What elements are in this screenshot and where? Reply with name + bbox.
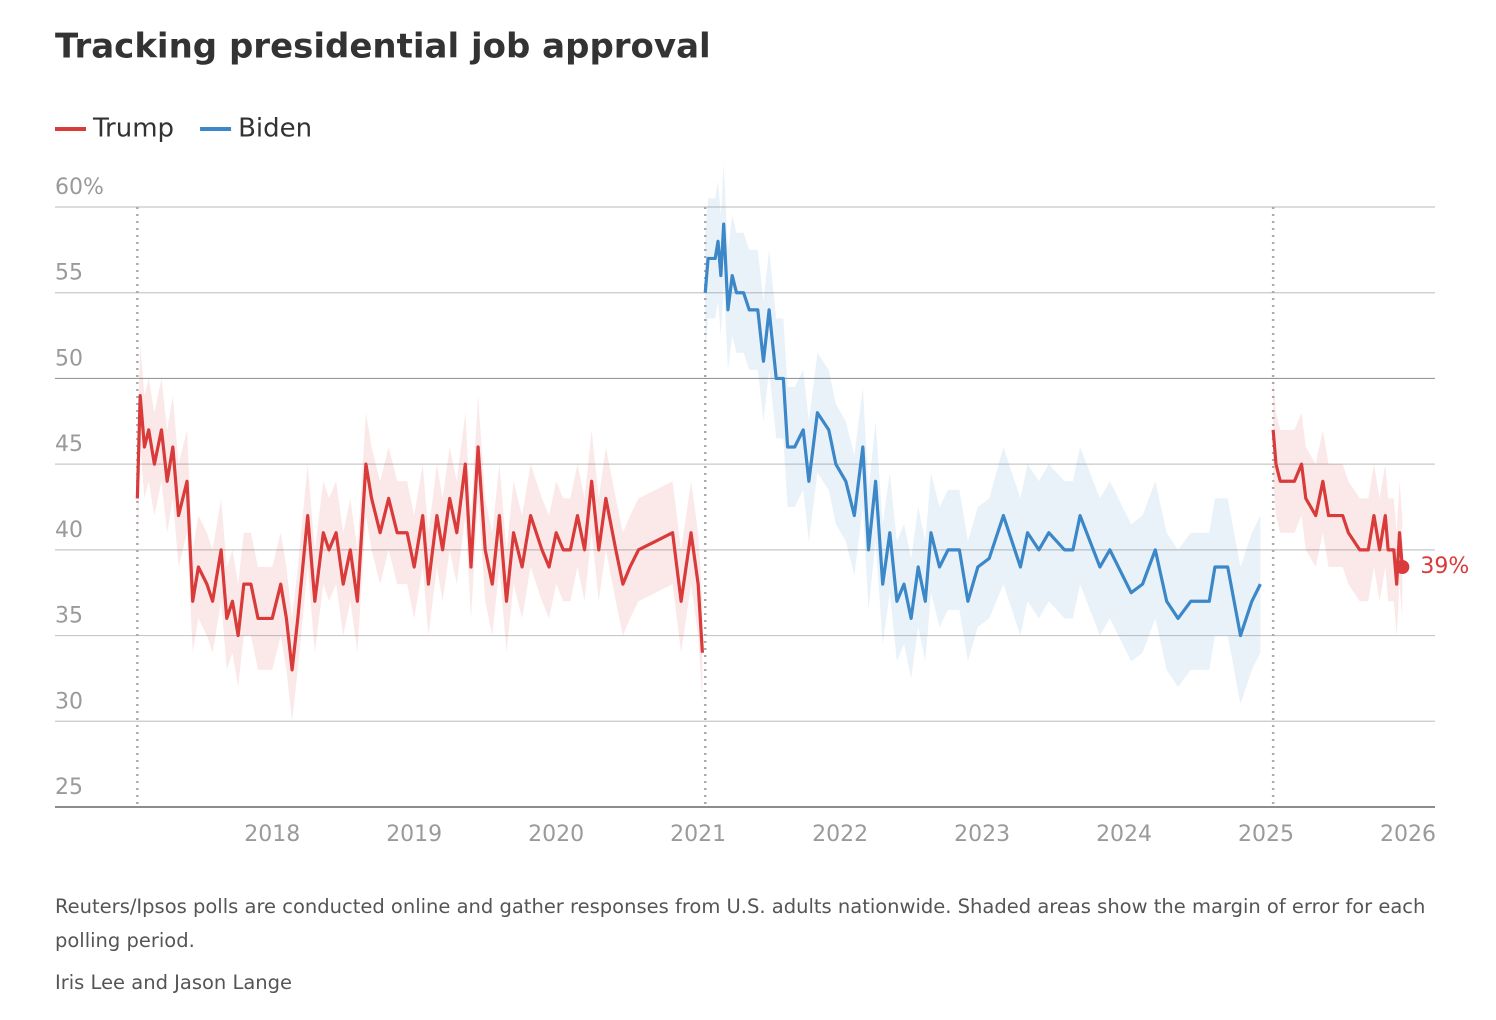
y-tick-label: 30 <box>55 689 83 714</box>
x-tick-label: 2022 <box>812 822 868 847</box>
chart: Tracking presidential job approval Trump… <box>55 27 1469 847</box>
x-tick-label: 2019 <box>386 822 442 847</box>
footnote: Reuters/Ipsos polls are conducted online… <box>55 895 1426 952</box>
margin-band <box>705 164 1261 705</box>
x-tick-label: 2025 <box>1238 822 1294 847</box>
x-tick-label: 2020 <box>528 822 584 847</box>
end-label: 39% <box>1420 554 1469 579</box>
y-tick-label: 55 <box>55 261 83 286</box>
legend-label: Trump <box>92 114 174 144</box>
x-tick-label: 2026 <box>1380 822 1436 847</box>
chart-title: Tracking presidential job approval <box>55 27 711 67</box>
y-tick-label: 60% <box>55 175 104 200</box>
credit: Iris Lee and Jason Lange <box>55 971 293 994</box>
y-tick-label: 35 <box>55 604 83 629</box>
x-tick-label: 2021 <box>670 822 726 847</box>
y-tick-label: 45 <box>55 432 83 457</box>
y-tick-label: 40 <box>55 518 83 543</box>
margin-band <box>137 344 1403 722</box>
x-tick-label: 2018 <box>244 822 300 847</box>
y-tick-label: 50 <box>55 346 83 371</box>
y-tick-label: 25 <box>55 775 83 800</box>
series-line <box>135 393 1404 672</box>
end-point <box>1395 560 1410 574</box>
series-line <box>703 222 1262 638</box>
legend-label: Biden <box>238 114 312 144</box>
x-tick-label: 2023 <box>954 822 1010 847</box>
x-tick-label: 2024 <box>1096 822 1152 847</box>
